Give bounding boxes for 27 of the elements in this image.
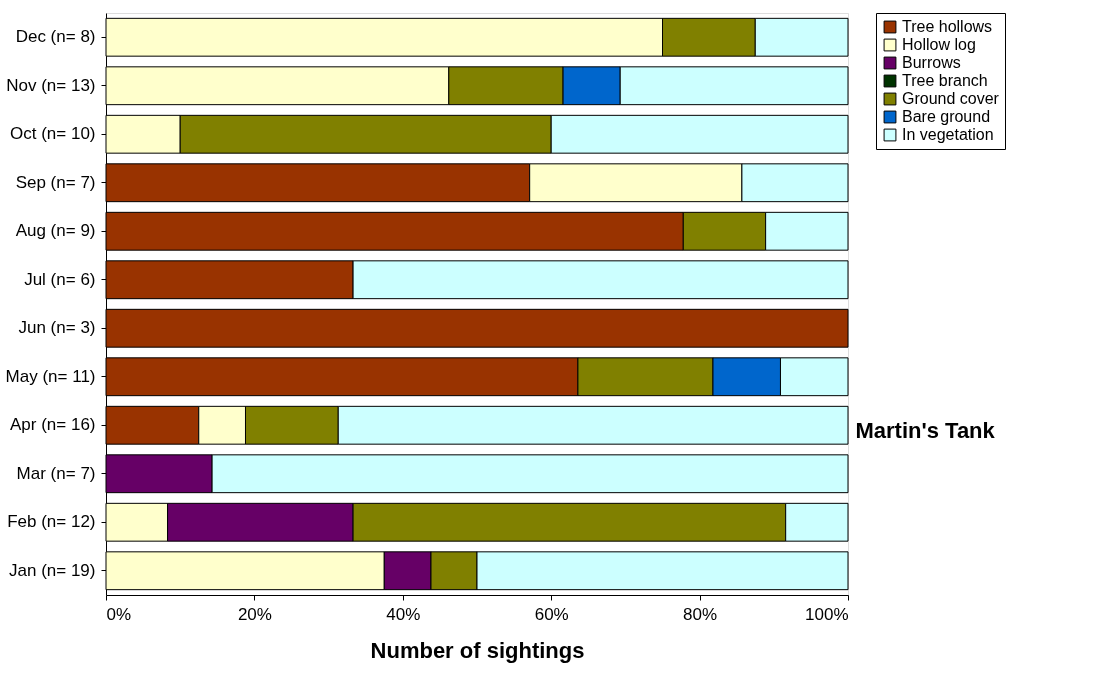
x-tick-label: 60% — [534, 604, 569, 624]
legend-label: In vegetation — [902, 126, 994, 143]
y-tick-label: Sep (n= 7) — [15, 172, 96, 192]
legend-label: Tree hollows — [902, 18, 993, 35]
y-tick-label: May (n= 11) — [5, 366, 96, 386]
legend-label: Tree branch — [902, 72, 988, 89]
y-tick-label: Apr (n= 16) — [9, 415, 96, 435]
x-tick-label: 0% — [106, 604, 132, 624]
y-tick-label: Mar (n= 7) — [16, 463, 96, 483]
y-tick-label: Oct (n= 10) — [9, 124, 96, 144]
x-tick-label: 20% — [237, 604, 272, 624]
legend-label: Bare ground — [902, 108, 991, 125]
x-axis-title: Number of sightings — [370, 637, 585, 663]
x-tick-label: 80% — [683, 604, 718, 624]
legend-label: Hollow log — [902, 36, 976, 53]
y-tick-label: Aug (n= 9) — [15, 221, 96, 241]
x-tick-label: 100% — [805, 604, 849, 624]
text: Martin's Tank — [855, 418, 996, 443]
y-tick-label: Dec (n= 8) — [15, 27, 96, 47]
x-tick-label: 40% — [386, 604, 421, 624]
y-tick-label: Jun (n= 3) — [18, 318, 96, 338]
legend-label: Ground cover — [902, 90, 1000, 107]
legend-label: Burrows — [902, 54, 961, 71]
y-tick-label: Jul (n= 6) — [24, 269, 96, 289]
y-tick-label: Feb (n= 12) — [7, 512, 96, 532]
y-tick-label: Nov (n= 13) — [6, 75, 96, 95]
y-tick-label: Jan (n= 19) — [9, 560, 96, 580]
